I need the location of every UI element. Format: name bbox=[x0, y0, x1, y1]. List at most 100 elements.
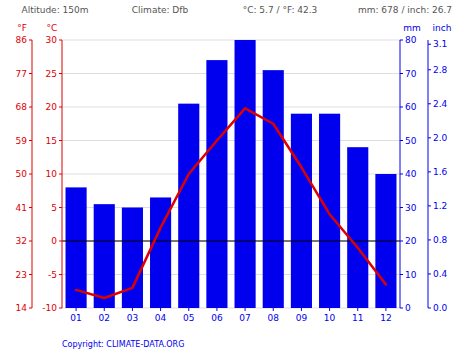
inch-axis-tick-label: 2.8 bbox=[433, 65, 448, 75]
y-label: °C bbox=[47, 23, 58, 33]
fahrenheit-axis-tick-label: 77 bbox=[16, 69, 27, 79]
mm-axis-tick-label: 70 bbox=[405, 69, 417, 79]
bar bbox=[291, 114, 312, 308]
celsius-axis-tick-label: 0 bbox=[51, 236, 57, 246]
fahrenheit-axis-tick bbox=[29, 73, 32, 74]
mm-axis-tick bbox=[400, 174, 403, 175]
marks bbox=[62, 40, 400, 308]
x-tick bbox=[273, 308, 274, 311]
y4-label: inch bbox=[433, 23, 452, 33]
mm-axis-tick-label: 10 bbox=[405, 270, 417, 280]
inch-axis-tick bbox=[428, 205, 431, 206]
mm-axis-tick bbox=[400, 274, 403, 275]
axes: -10-505101520253014233241505968778601020… bbox=[16, 35, 448, 323]
x-tick-label: 06 bbox=[211, 313, 223, 323]
celsius-axis-tick-label: 5 bbox=[51, 203, 57, 213]
fahrenheit-axis-tick bbox=[29, 140, 32, 141]
x-tick-label: 01 bbox=[70, 313, 81, 323]
x-tick-label: 07 bbox=[239, 313, 250, 323]
header-info: °C: 5.7 / °F: 42.3 bbox=[243, 5, 318, 15]
x-tick-label: 11 bbox=[352, 313, 363, 323]
x-tick bbox=[132, 308, 133, 311]
header-info: mm: 678 / inch: 26.7 bbox=[358, 5, 452, 15]
grid-line bbox=[62, 40, 400, 41]
x-tick bbox=[301, 308, 302, 311]
inch-axis-tick-label: 2.0 bbox=[433, 133, 448, 143]
header-info: Altitude: 150m bbox=[21, 5, 88, 15]
celsius-axis-tick-label: 20 bbox=[46, 102, 58, 112]
celsius-axis-tick bbox=[59, 40, 62, 41]
inch-axis-tick-label: 0.4 bbox=[433, 269, 448, 279]
bar bbox=[178, 104, 199, 308]
inch-axis-tick bbox=[428, 103, 431, 104]
bar bbox=[347, 147, 368, 308]
celsius-axis-tick-label: 10 bbox=[46, 169, 58, 179]
fahrenheit-axis-tick bbox=[29, 40, 32, 41]
celsius-axis-tick bbox=[59, 73, 62, 74]
x-tick-label: 08 bbox=[268, 313, 280, 323]
fahrenheit-axis-tick bbox=[29, 308, 32, 309]
x-tick bbox=[245, 308, 246, 311]
x-tick-label: 02 bbox=[99, 313, 110, 323]
mm-axis-tick-label: 20 bbox=[405, 236, 417, 246]
copyright: Copyright: CLIMATE-DATA.ORG bbox=[62, 340, 184, 349]
inch-axis-tick-label: 0.0 bbox=[433, 303, 448, 313]
grid-line bbox=[62, 241, 400, 242]
x-tick-label: 03 bbox=[127, 313, 138, 323]
inch-axis-tick-label: 1.6 bbox=[433, 167, 448, 177]
fahrenheit-axis-tick bbox=[29, 274, 32, 275]
bar bbox=[319, 114, 340, 308]
mm-axis-tick bbox=[400, 140, 403, 141]
x-tick bbox=[104, 308, 105, 311]
inch-axis-tick bbox=[428, 69, 431, 70]
x-tick-label: 10 bbox=[324, 313, 336, 323]
grid-line bbox=[62, 73, 400, 74]
x-tick bbox=[76, 308, 77, 311]
inch-axis-line bbox=[428, 40, 429, 308]
celsius-axis-tick bbox=[59, 274, 62, 275]
x-tick-label: 04 bbox=[155, 313, 167, 323]
inch-axis-tick-label: 3.1 bbox=[433, 39, 447, 49]
mm-axis-tick bbox=[400, 40, 403, 41]
x-tick-label: 12 bbox=[380, 313, 391, 323]
bar bbox=[94, 204, 115, 308]
fahrenheit-axis-tick-label: 23 bbox=[16, 270, 27, 280]
headers: °F°Cmminch bbox=[17, 23, 451, 33]
fahrenheit-axis-tick-label: 68 bbox=[16, 102, 28, 112]
header-info: Climate: Dfb bbox=[132, 5, 189, 15]
inch-axis-tick bbox=[428, 44, 431, 45]
fahrenheit-axis-tick-label: 50 bbox=[16, 169, 28, 179]
mm-axis-tick-label: 80 bbox=[405, 35, 417, 45]
x-tick bbox=[385, 308, 386, 311]
celsius-axis-tick-label: 15 bbox=[46, 136, 57, 146]
bar bbox=[263, 70, 284, 308]
mm-axis-tick-label: 0 bbox=[405, 303, 411, 313]
celsius-axis-tick bbox=[59, 107, 62, 108]
mm-axis-tick bbox=[400, 241, 403, 242]
celsius-axis-tick-label: 30 bbox=[46, 35, 58, 45]
bar bbox=[235, 40, 256, 308]
mm-axis-tick-label: 30 bbox=[405, 203, 417, 213]
x-tick-label: 05 bbox=[183, 313, 194, 323]
bar bbox=[206, 60, 227, 308]
grid-line bbox=[62, 140, 400, 141]
mm-axis-tick-label: 60 bbox=[405, 102, 417, 112]
mm-axis-tick-label: 40 bbox=[405, 169, 417, 179]
celsius-axis-tick bbox=[59, 241, 62, 242]
x-tick bbox=[357, 308, 358, 311]
inch-axis-tick bbox=[428, 171, 431, 172]
inch-axis-tick-label: 1.2 bbox=[433, 201, 447, 211]
fahrenheit-axis-tick bbox=[29, 107, 32, 108]
mm-axis-tick bbox=[400, 207, 403, 208]
fahrenheit-axis-tick-label: 14 bbox=[16, 303, 28, 313]
x-tick bbox=[216, 308, 217, 311]
inch-axis-tick-label: 0.8 bbox=[433, 235, 448, 245]
y3-label: °F bbox=[17, 23, 27, 33]
grid-line bbox=[62, 107, 400, 108]
inch-axis-tick bbox=[428, 273, 431, 274]
celsius-axis-tick bbox=[59, 308, 62, 309]
fahrenheit-axis-tick bbox=[29, 241, 32, 242]
celsius-axis-tick bbox=[59, 140, 62, 141]
celsius-axis-tick-label: -10 bbox=[42, 303, 57, 313]
mm-axis-tick bbox=[400, 107, 403, 108]
